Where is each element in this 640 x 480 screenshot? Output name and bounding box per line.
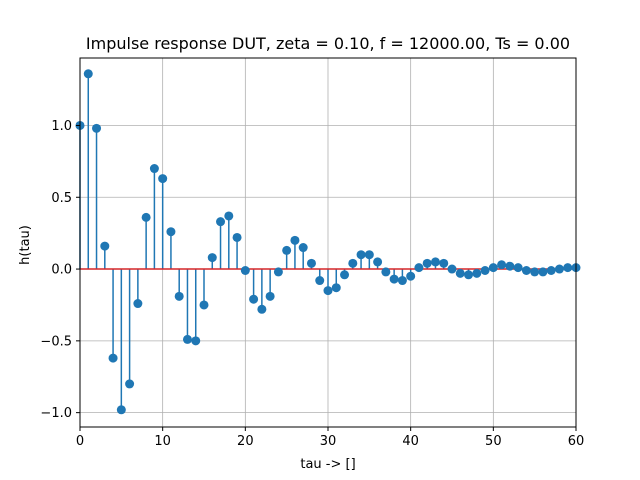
- stem-marker: [306, 258, 316, 268]
- x-tick-label: 20: [237, 434, 254, 449]
- stem-marker: [381, 267, 391, 277]
- x-tick-label: 50: [485, 434, 502, 449]
- y-tick-label: −0.5: [40, 334, 72, 349]
- stem-marker: [224, 211, 234, 221]
- stem-marker: [182, 334, 192, 344]
- stem-marker: [290, 235, 300, 245]
- stem-marker: [414, 263, 424, 273]
- stem-marker: [100, 241, 110, 251]
- stem-marker: [191, 336, 201, 346]
- stem-marker: [538, 267, 548, 277]
- stem-marker: [216, 217, 226, 227]
- stem-marker: [422, 258, 432, 268]
- x-axis-label: tau -> []: [300, 457, 355, 472]
- chart-title: Impulse response DUT, zeta = 0.10, f = 1…: [86, 34, 570, 53]
- stem-marker: [513, 263, 523, 273]
- stem-marker: [249, 294, 259, 304]
- stem-marker: [174, 291, 184, 301]
- stem-marker: [439, 258, 449, 268]
- stem-marker: [348, 258, 358, 268]
- stem-marker: [133, 299, 143, 309]
- stem-marker: [340, 270, 350, 280]
- y-tick-label: 0.0: [51, 263, 72, 278]
- stem-marker: [315, 276, 325, 286]
- stem-marker: [199, 300, 209, 310]
- stem-marker: [430, 257, 440, 267]
- x-axis: 0 10 20 30 40 50 60: [76, 427, 584, 449]
- x-tick-label: 0: [76, 434, 84, 449]
- stem-marker: [488, 263, 498, 273]
- stem-marker: [240, 265, 250, 275]
- stem-marker: [472, 268, 482, 278]
- stem-marker: [282, 245, 292, 255]
- stem-marker: [389, 274, 399, 284]
- stem-marker: [158, 174, 168, 184]
- y-axis: −1.0 −0.5 0.0 0.5 1.0: [40, 119, 80, 421]
- x-tick-label: 10: [154, 434, 171, 449]
- stem-marker: [546, 265, 556, 275]
- stem-marker: [406, 271, 416, 281]
- stem-marker: [356, 250, 366, 260]
- stem-marker: [554, 264, 564, 274]
- stem-marker: [505, 261, 515, 271]
- stem-marker: [141, 212, 151, 222]
- stem-marker: [364, 250, 374, 260]
- stem-marker: [149, 164, 159, 174]
- stem-marker: [92, 123, 102, 133]
- stem-marker: [125, 379, 135, 389]
- stem-marker: [563, 263, 573, 273]
- stem-marker: [397, 276, 407, 286]
- stem-marker: [273, 267, 283, 277]
- stem-marker: [116, 405, 126, 415]
- stem-marker: [331, 283, 341, 293]
- stem-marker: [521, 265, 531, 275]
- markers: [75, 69, 581, 415]
- stem-marker: [166, 227, 176, 237]
- stem-marker: [530, 267, 540, 277]
- stem-marker: [480, 265, 490, 275]
- y-axis-label: h(tau): [18, 225, 33, 265]
- stem-marker: [265, 291, 275, 301]
- x-tick-label: 40: [402, 434, 419, 449]
- x-tick-label: 60: [568, 434, 585, 449]
- stem-marker: [257, 304, 267, 314]
- stem-marker: [83, 69, 93, 79]
- y-tick-label: 1.0: [51, 119, 72, 134]
- stem-marker: [455, 268, 465, 278]
- stems: [79, 73, 577, 410]
- stem-marker: [497, 260, 507, 270]
- y-tick-label: −1.0: [40, 406, 72, 421]
- stem-marker: [232, 232, 242, 242]
- x-tick-label: 30: [320, 434, 337, 449]
- stem-marker: [298, 243, 308, 253]
- stem-marker: [464, 270, 474, 280]
- stem-marker: [108, 353, 118, 363]
- y-tick-label: 0.5: [51, 191, 72, 206]
- stem-marker: [323, 286, 333, 296]
- stem-marker: [373, 257, 383, 267]
- stem-marker: [207, 253, 217, 263]
- stem-marker: [447, 264, 457, 274]
